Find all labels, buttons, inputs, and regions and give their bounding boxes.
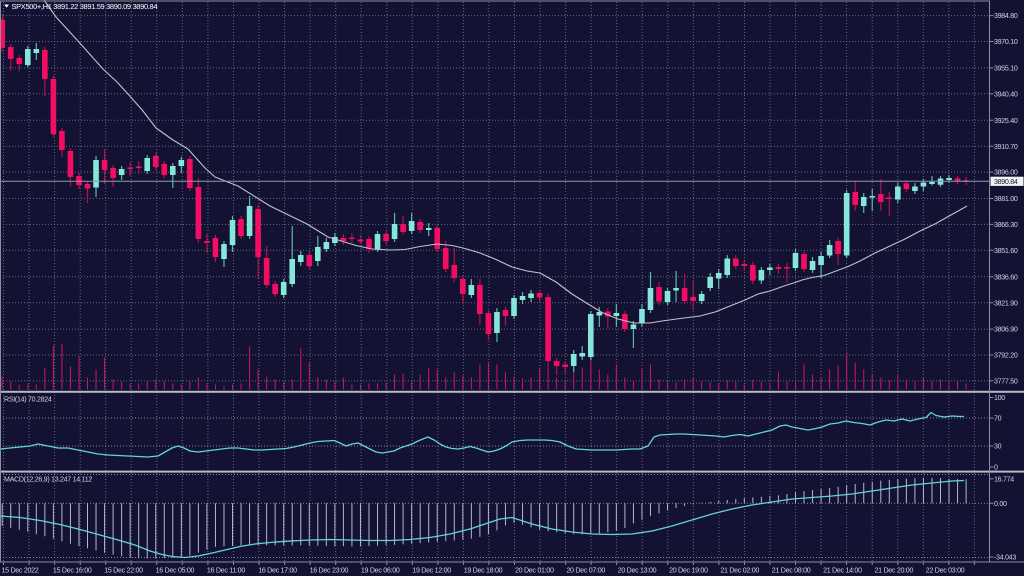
svg-text:21 Dec 08:00: 21 Dec 08:00 xyxy=(772,567,811,575)
svg-text:3836.60: 3836.60 xyxy=(994,273,1018,281)
svg-text:15 Dec 22:00: 15 Dec 22:00 xyxy=(104,567,143,575)
svg-text:21 Dec 20:00: 21 Dec 20:00 xyxy=(875,567,914,575)
svg-text:3806.90: 3806.90 xyxy=(994,326,1018,334)
svg-text:3940.40: 3940.40 xyxy=(994,90,1018,98)
svg-text:16 Dec 11:00: 16 Dec 11:00 xyxy=(207,567,245,575)
svg-text:21 Dec 02:00: 21 Dec 02:00 xyxy=(720,567,759,575)
svg-text:RSI(14) 70.2824: RSI(14) 70.2824 xyxy=(4,396,52,404)
svg-text:20 Dec 07:00: 20 Dec 07:00 xyxy=(566,567,605,575)
svg-text:19 Dec 06:00: 19 Dec 06:00 xyxy=(361,567,400,575)
svg-text:70: 70 xyxy=(994,415,1002,423)
svg-text:30: 30 xyxy=(994,443,1002,451)
svg-text:0: 0 xyxy=(994,464,998,472)
svg-text:MACD(12,26,9) 13.247 14.112: MACD(12,26,9) 13.247 14.112 xyxy=(4,476,92,484)
svg-text:20 Dec 13:00: 20 Dec 13:00 xyxy=(618,567,657,575)
svg-text:3866.30: 3866.30 xyxy=(994,221,1018,229)
svg-text:3890.84: 3890.84 xyxy=(994,178,1018,186)
svg-text:16 Dec 23:00: 16 Dec 23:00 xyxy=(310,567,349,575)
svg-text:15 Dec 16:00: 15 Dec 16:00 xyxy=(53,567,92,575)
svg-text:16 Dec 17:00: 16 Dec 17:00 xyxy=(258,567,297,575)
svg-text:22 Dec 03:00: 22 Dec 03:00 xyxy=(926,567,965,575)
svg-text:SPX500+,H1 3891.22 3891.59 389: SPX500+,H1 3891.22 3891.59 3890.09 3890.… xyxy=(12,2,158,11)
svg-text:16 Dec 05:00: 16 Dec 05:00 xyxy=(156,567,195,575)
svg-text:3851.60: 3851.60 xyxy=(994,247,1018,255)
svg-text:3821.90: 3821.90 xyxy=(994,299,1018,307)
svg-text:3970.10: 3970.10 xyxy=(994,38,1018,46)
svg-text:-34.043: -34.043 xyxy=(994,554,1016,562)
svg-text:3955.10: 3955.10 xyxy=(994,65,1018,73)
svg-text:100: 100 xyxy=(994,394,1005,402)
svg-text:20 Dec 19:00: 20 Dec 19:00 xyxy=(669,567,708,575)
svg-text:20 Dec 01:00: 20 Dec 01:00 xyxy=(515,567,554,575)
svg-text:15 Dec 2022: 15 Dec 2022 xyxy=(2,567,39,575)
svg-text:3910.70: 3910.70 xyxy=(994,143,1018,151)
svg-text:19 Dec 18:00: 19 Dec 18:00 xyxy=(464,567,503,575)
svg-text:3881.00: 3881.00 xyxy=(994,195,1018,203)
svg-text:3925.40: 3925.40 xyxy=(994,117,1018,125)
svg-text:16.774: 16.774 xyxy=(994,476,1014,484)
svg-text:3984.80: 3984.80 xyxy=(994,12,1018,20)
svg-text:19 Dec 12:00: 19 Dec 12:00 xyxy=(412,567,451,575)
svg-text:21 Dec 14:00: 21 Dec 14:00 xyxy=(823,567,862,575)
svg-text:3792.20: 3792.20 xyxy=(994,352,1018,360)
svg-text:3777.50: 3777.50 xyxy=(994,378,1018,386)
svg-text:3896.00: 3896.00 xyxy=(994,169,1018,177)
svg-text:0.00: 0.00 xyxy=(994,500,1007,508)
